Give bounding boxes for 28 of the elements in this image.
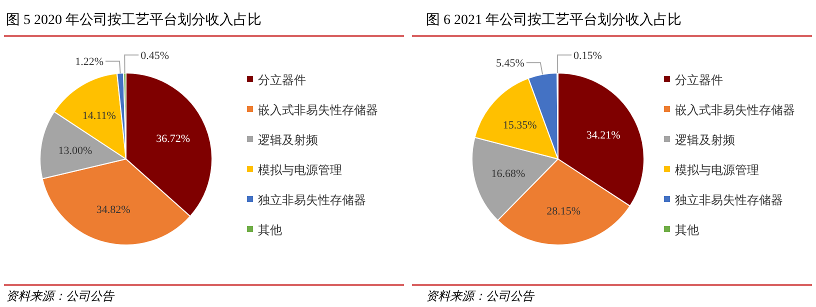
legend-label: 嵌入式非易失性存储器 bbox=[258, 103, 378, 117]
data-label: 1.22% bbox=[75, 56, 104, 68]
legend-label: 模拟与电源管理 bbox=[675, 163, 759, 177]
text: 资料来源：公司公告 bbox=[6, 289, 115, 303]
legend-label: 模拟与电源管理 bbox=[258, 163, 342, 177]
chart-title: 图 6 2021 年公司按工艺平台划分收入占比 bbox=[426, 12, 682, 28]
data-label: 14.11% bbox=[82, 110, 116, 122]
data-label: 34.21% bbox=[586, 129, 620, 142]
data-label: 15.35% bbox=[502, 119, 537, 132]
data-label: 16.68% bbox=[491, 168, 526, 180]
data-label: 34.82% bbox=[96, 204, 130, 216]
legend-label: 分立器件 bbox=[258, 73, 306, 87]
legend-label: 独立非易失性存储器 bbox=[258, 193, 366, 207]
legend-label: 逻辑及射频 bbox=[258, 133, 318, 147]
data-label: 36.72% bbox=[156, 132, 190, 145]
legend-label: 其他 bbox=[675, 223, 699, 237]
legend-label: 独立非易失性存储器 bbox=[675, 193, 783, 207]
legend-label: 嵌入式非易失性存储器 bbox=[675, 103, 795, 117]
data-label: 0.15% bbox=[574, 50, 602, 62]
data-label: 5.45% bbox=[496, 58, 524, 70]
data-label: 13.00% bbox=[58, 144, 92, 157]
legend-label: 其他 bbox=[258, 223, 282, 237]
legend-label: 逻辑及射频 bbox=[675, 133, 735, 147]
legend-label: 分立器件 bbox=[675, 73, 723, 87]
data-label: 0.45% bbox=[140, 50, 170, 62]
data-label: 28.15% bbox=[546, 205, 580, 218]
chart-title: 图 5 2020 年公司按工艺平台划分收入占比 bbox=[6, 12, 262, 28]
text: 资料来源：公司公告 bbox=[426, 289, 535, 303]
